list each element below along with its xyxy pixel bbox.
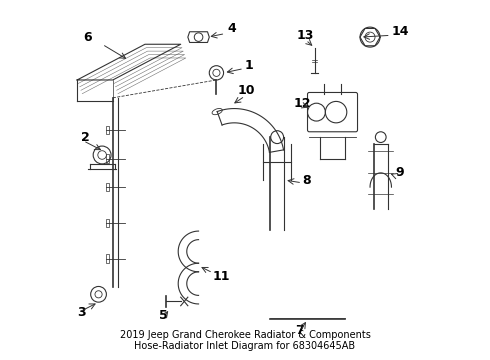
- Text: 1: 1: [245, 59, 254, 72]
- Text: 12: 12: [293, 97, 311, 110]
- Bar: [106, 154, 109, 163]
- Text: 14: 14: [392, 25, 409, 38]
- Text: 7: 7: [295, 324, 304, 337]
- Text: 3: 3: [77, 306, 86, 319]
- Text: 2019 Jeep Grand Cherokee Radiator & Components
Hose-Radiator Inlet Diagram for 6: 2019 Jeep Grand Cherokee Radiator & Comp…: [120, 330, 370, 351]
- Text: 8: 8: [302, 174, 311, 186]
- Bar: [106, 183, 109, 192]
- Bar: [106, 126, 109, 134]
- Text: 10: 10: [238, 84, 255, 97]
- Bar: [106, 219, 109, 227]
- Bar: [106, 254, 109, 263]
- Text: 5: 5: [159, 309, 168, 322]
- Text: 4: 4: [227, 22, 236, 35]
- Text: 11: 11: [213, 270, 230, 283]
- Text: 13: 13: [297, 29, 314, 42]
- Text: 2: 2: [81, 131, 90, 144]
- Text: 9: 9: [395, 166, 404, 179]
- Text: 6: 6: [83, 31, 92, 44]
